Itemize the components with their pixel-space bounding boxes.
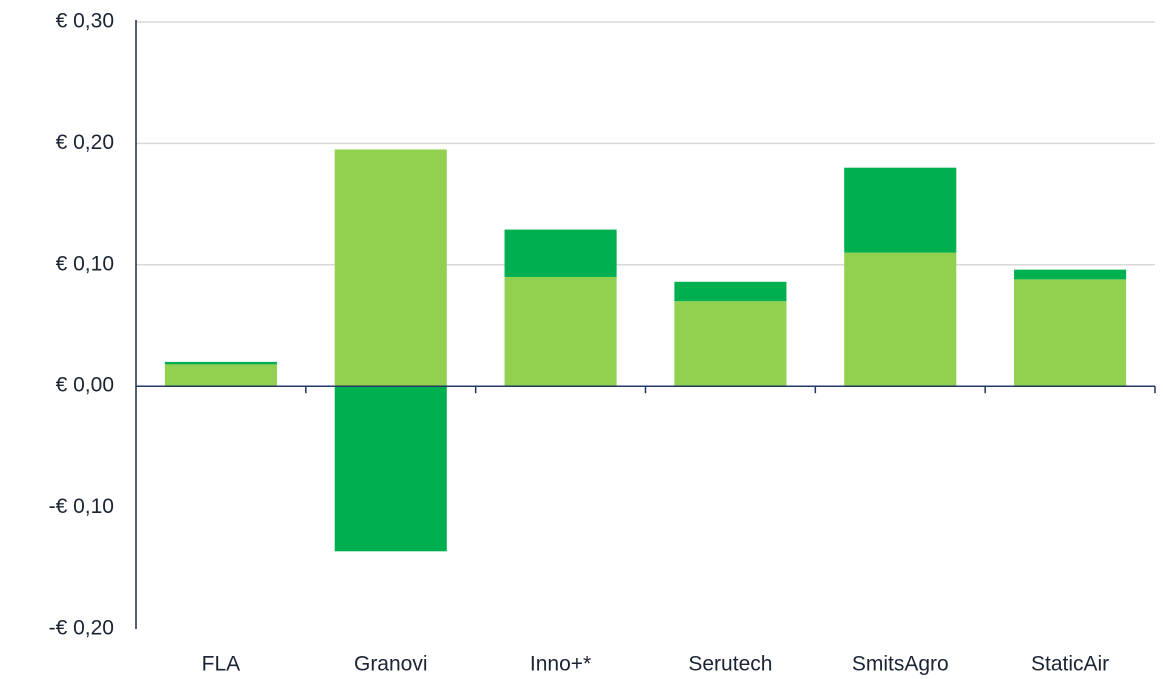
x-tick-label: Inno+* <box>530 653 591 676</box>
bar-segment <box>674 301 787 387</box>
y-tick-label: € 0,00 <box>56 374 114 397</box>
x-tick-label: Serutech <box>688 653 772 676</box>
x-tick-label: Granovi <box>354 653 428 676</box>
bar-segment <box>334 386 447 552</box>
y-tick-label: -€ 0,20 <box>49 617 114 640</box>
bar-segment <box>334 149 447 387</box>
y-tick-label: € 0,30 <box>56 10 114 33</box>
y-tick-label: -€ 0,10 <box>49 495 114 518</box>
bar-segment <box>504 276 617 387</box>
y-tick-label: € 0,10 <box>56 252 114 275</box>
bar-segment <box>504 229 617 277</box>
bar-segment <box>164 361 277 365</box>
bar-segment <box>844 167 957 253</box>
bar-segment <box>844 252 957 387</box>
bar-segment <box>1014 269 1127 280</box>
bar-segment <box>164 364 277 387</box>
x-tick-label: SmitsAgro <box>852 653 949 676</box>
bar-segment <box>674 281 787 302</box>
y-tick-label: € 0,20 <box>56 131 114 154</box>
x-tick-label: StaticAir <box>1031 653 1109 676</box>
bar-segment <box>1014 279 1127 387</box>
x-tick-label: FLA <box>202 653 241 676</box>
